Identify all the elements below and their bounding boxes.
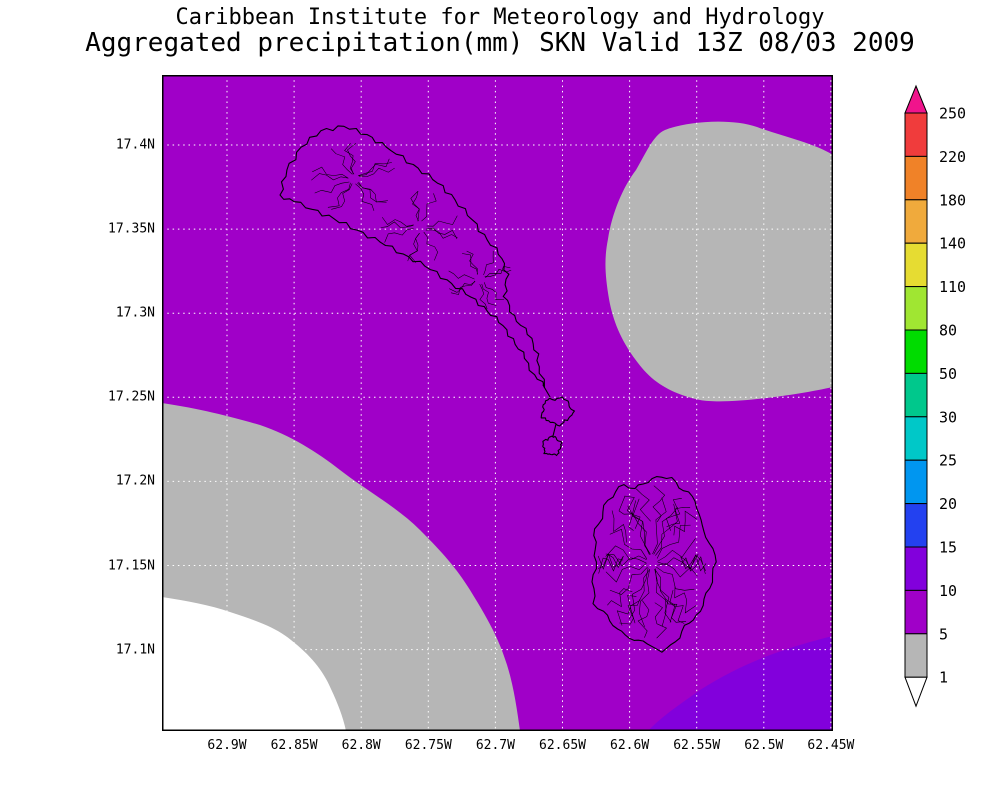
x-axis-tick-label: 62.85W [270, 738, 318, 753]
colorbar-segment [904, 503, 928, 548]
y-axis-tick-label: 17.2N [115, 473, 155, 489]
y-axis-tick-label: 17.1N [115, 642, 155, 658]
x-axis-tick-label: 62.45W [807, 738, 855, 753]
colorbar-segment [904, 329, 928, 374]
grid-lines [162, 75, 833, 731]
colorbar-tick-label: 20 [939, 495, 957, 513]
map-canvas [162, 75, 833, 731]
map-plot-area [162, 75, 833, 731]
colorbar-segment [904, 633, 928, 678]
colorbar-segment [904, 416, 928, 461]
colorbar-segment [904, 112, 928, 157]
colorbar-below-min-arrow [904, 676, 928, 708]
x-axis-tick-label: 62.65W [539, 738, 586, 753]
colorbar-tick-label: 80 [939, 322, 957, 340]
colorbar-tick-label: 140 [939, 235, 966, 253]
precip-region-white-low [162, 597, 346, 731]
y-axis-tick-label: 17.3N [115, 305, 155, 321]
y-axis-tick-label: 17.35N [108, 221, 155, 237]
colorbar-tick-label: 5 [939, 625, 948, 643]
colorbar: 250 220 180 140 110 80 50 30 25 20 15 10 5 1 [904, 84, 966, 708]
colorbar-segment [904, 546, 928, 591]
x-axis-tick-label: 62.5W [744, 738, 784, 753]
colorbar-tick-label: 180 [939, 191, 966, 209]
colorbar-segment [904, 199, 928, 244]
precip-region-gray-northeast [605, 121, 833, 402]
x-axis-tick-label: 62.6W [610, 738, 650, 753]
title-line-2: Aggregated precipitation(mm) SKN Valid 1… [85, 28, 915, 58]
colorbar-segment [904, 242, 928, 288]
colorbar-segment [904, 372, 928, 418]
x-axis-tick-label: 62.7W [475, 738, 515, 753]
plot-frame [162, 75, 833, 731]
precip-region-violet-southeast [648, 636, 833, 731]
island-outline-north [279, 125, 545, 389]
colorbar-tick-label: 220 [939, 148, 966, 166]
x-axis-tick-label: 62.55W [673, 738, 721, 753]
colorbar-above-max-arrow [904, 84, 928, 114]
island-drainage-lines [311, 143, 707, 639]
colorbar-tick-label: 30 [939, 408, 957, 426]
x-axis-tick-label: 62.9W [207, 738, 247, 753]
island-outlines [279, 125, 717, 653]
colorbar-tick-label: 1 [939, 669, 948, 687]
x-axis-tick-label: 62.75W [404, 738, 452, 753]
colorbar-tick-label: 15 [939, 539, 957, 557]
colorbar-segment [904, 589, 928, 635]
colorbar-tick-label: 250 [939, 105, 966, 123]
colorbar-segment [904, 459, 928, 505]
colorbar-tick-label: 25 [939, 452, 957, 470]
y-axis-tick-label: 17.4N [115, 137, 155, 153]
y-axis-tick-label: 17.15N [108, 558, 155, 573]
colorbar-segment [904, 286, 928, 331]
colorbar-tick-label: 10 [939, 582, 957, 600]
colorbar-tick-label: 50 [939, 365, 957, 383]
colorbar-segment [904, 155, 928, 201]
colorbar-tick-label: 110 [939, 278, 966, 296]
title-line-1: Caribbean Institute for Meteorology and … [175, 5, 825, 30]
x-axis-tick-label: 62.8W [341, 738, 381, 753]
y-axis-tick-label: 17.25N [108, 389, 155, 405]
island-outline-south [591, 476, 717, 653]
